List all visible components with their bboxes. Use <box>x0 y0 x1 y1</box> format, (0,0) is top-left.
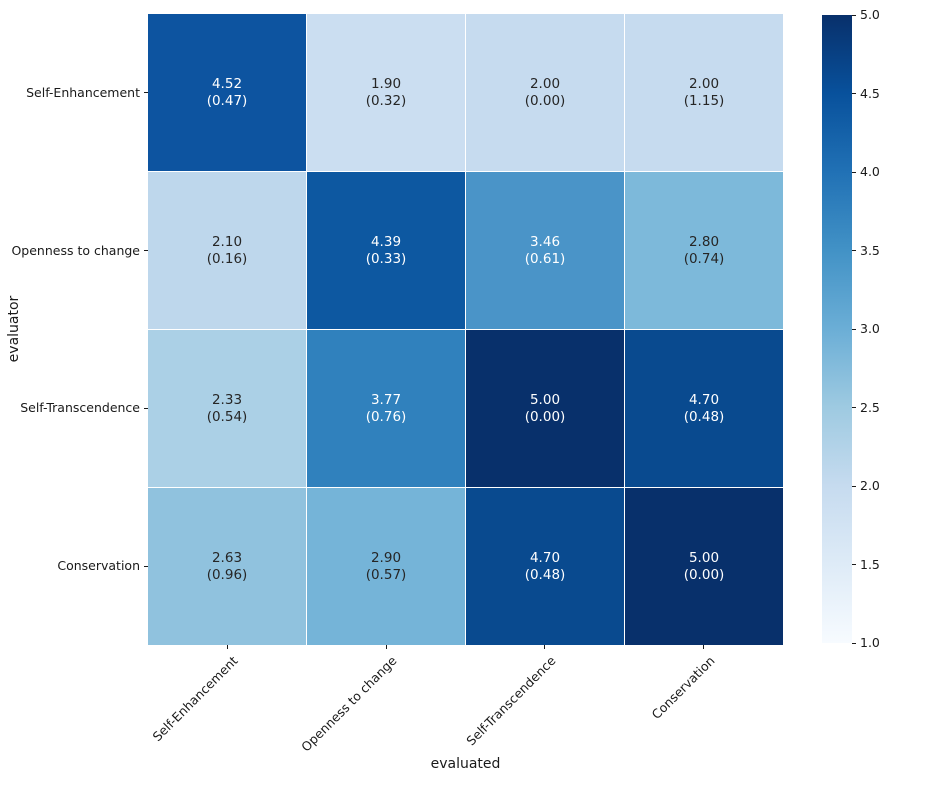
heatmap-cell: 4.52 (0.47) <box>148 14 306 171</box>
cell-mean-value: 2.80 <box>688 233 720 250</box>
colorbar-tick-mark <box>852 250 856 251</box>
cell-std-value: (0.47) <box>206 92 248 109</box>
heatmap-cell: 4.39 (0.33) <box>307 172 465 329</box>
colorbar-tick-label: 4.5 <box>860 85 880 101</box>
colorbar-tick-mark <box>852 485 856 487</box>
colorbar-tick-mark <box>852 14 856 16</box>
x-axis-title: evaluated <box>430 756 501 772</box>
cell-std-value: (1.15) <box>683 92 725 109</box>
heatmap-cell: 2.63 (0.96) <box>148 488 306 645</box>
heatmap-cell: 2.33 (0.54) <box>148 330 306 487</box>
y-tick-mark <box>144 407 148 409</box>
x-tick-mark <box>226 645 228 649</box>
colorbar-tick-label: 3.0 <box>860 321 880 336</box>
heatmap-cell: 2.10 (0.16) <box>148 172 306 329</box>
heatmap-cell: 1.90 (0.32) <box>307 14 465 171</box>
cell-mean-value: 2.10 <box>211 233 243 250</box>
colorbar-tick-mark <box>852 642 856 644</box>
colorbar-tick-label: 1.0 <box>860 635 880 650</box>
cell-std-value: (0.00) <box>683 566 725 583</box>
cell-std-value: (0.61) <box>524 250 566 267</box>
y-tick-mark <box>144 92 148 94</box>
heatmap-plot-area: 4.52 (0.47) 1.90 (0.32) 2.00 (0.00) 2.00 (1.15)… <box>148 14 783 645</box>
cell-std-value: (0.74) <box>683 250 725 267</box>
colorbar-tick-mark <box>852 93 856 94</box>
y-tick-label: Openness to change <box>11 242 140 258</box>
heatmap-cell: 2.80 (0.74) <box>625 172 783 329</box>
colorbar-tick-mark <box>852 171 856 173</box>
x-tick-mark <box>385 645 387 649</box>
heatmap-cell: 5.00 (0.00) <box>466 330 624 487</box>
cell-std-value: (0.48) <box>683 408 725 425</box>
cell-std-value: (0.16) <box>206 250 248 267</box>
x-tick-mark <box>544 645 546 649</box>
colorbar-tick-label: 1.5 <box>860 556 880 572</box>
y-tick-mark <box>144 250 148 252</box>
cell-mean-value: 4.39 <box>370 233 402 250</box>
y-tick-label: Self-Enhancement <box>26 84 140 100</box>
cell-mean-value: 4.52 <box>211 75 243 92</box>
heatmap-cell: 4.70 (0.48) <box>625 330 783 487</box>
cell-std-value: (0.00) <box>524 408 566 425</box>
cell-std-value: (0.76) <box>365 408 407 425</box>
colorbar-tick-label: 5.0 <box>860 7 880 22</box>
colorbar-tick-mark <box>852 407 856 408</box>
cell-mean-value: 2.90 <box>370 549 402 566</box>
cell-std-value: (0.54) <box>206 408 248 425</box>
cell-std-value: (0.33) <box>365 250 407 267</box>
heatmap-cell: 3.46 (0.61) <box>466 172 624 329</box>
cell-mean-value: 1.90 <box>370 75 402 92</box>
y-tick-label: Self-Transcendence <box>20 400 140 416</box>
colorbar-tick-label: 4.0 <box>860 164 880 179</box>
cell-mean-value: 2.33 <box>211 391 243 408</box>
heatmap-cell: 3.77 (0.76) <box>307 330 465 487</box>
cell-mean-value: 5.00 <box>688 549 720 566</box>
colorbar <box>822 15 852 643</box>
colorbar-tick-mark <box>852 564 856 565</box>
colorbar-tick-label: 2.0 <box>860 478 880 493</box>
heatmap-cell: 2.00 (1.15) <box>625 14 783 171</box>
heatmap-cell: 4.70 (0.48) <box>466 488 624 645</box>
cell-std-value: (0.32) <box>365 92 407 109</box>
colorbar-tick-label: 2.5 <box>860 399 880 415</box>
cell-mean-value: 3.46 <box>529 233 561 250</box>
x-tick-mark <box>703 645 705 649</box>
cell-mean-value: 3.77 <box>370 391 402 408</box>
cell-mean-value: 5.00 <box>529 391 561 408</box>
colorbar-tick-mark <box>852 328 856 330</box>
cell-mean-value: 2.00 <box>688 75 720 92</box>
cell-std-value: (0.96) <box>206 566 248 583</box>
heatmap-cell: 2.00 (0.00) <box>466 14 624 171</box>
y-axis-title: evaluator <box>6 295 22 363</box>
colorbar-tick-label: 3.5 <box>860 242 880 258</box>
heatmap-cell: 2.90 (0.57) <box>307 488 465 645</box>
cell-std-value: (0.00) <box>524 92 566 109</box>
heatmap-cell: 5.00 (0.00) <box>625 488 783 645</box>
cell-std-value: (0.57) <box>365 566 407 583</box>
cell-mean-value: 2.63 <box>211 549 243 566</box>
cell-std-value: (0.48) <box>524 566 566 583</box>
y-tick-mark <box>144 565 148 567</box>
cell-mean-value: 2.00 <box>529 75 561 92</box>
cell-mean-value: 4.70 <box>529 549 561 566</box>
y-tick-label: Conservation <box>57 558 140 574</box>
cell-mean-value: 4.70 <box>688 391 720 408</box>
